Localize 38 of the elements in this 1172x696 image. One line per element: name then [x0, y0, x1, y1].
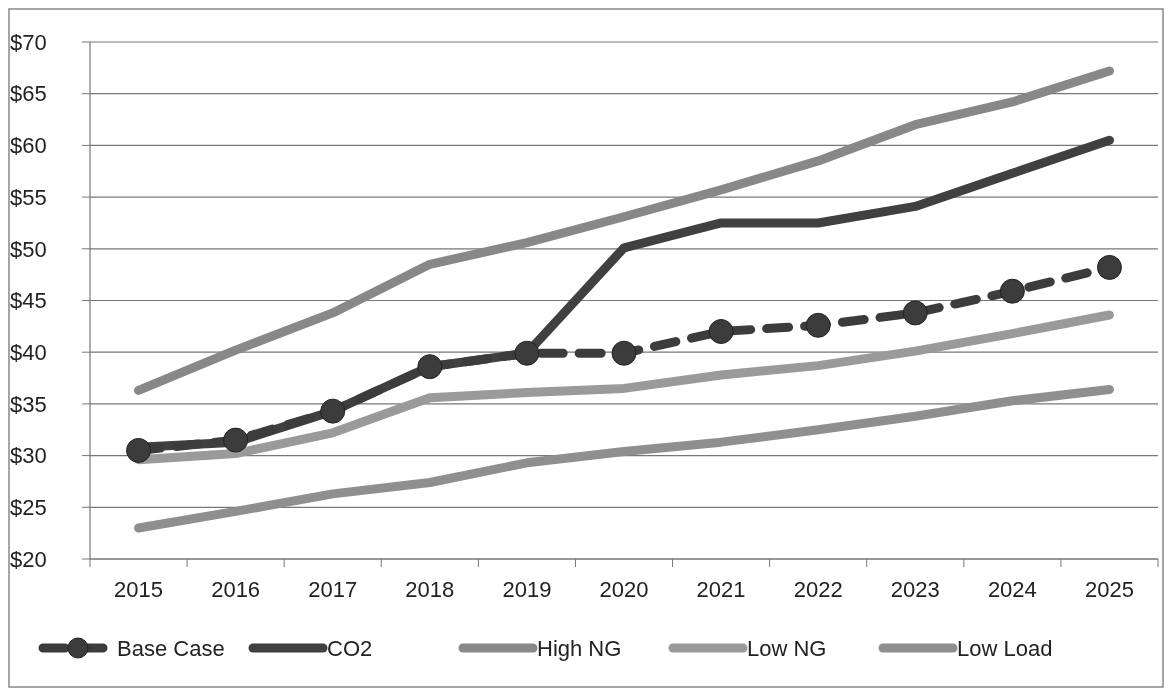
y-tick-label: $45 [10, 288, 47, 314]
y-tick-label: $25 [10, 495, 47, 520]
legend-label: Low Load [957, 635, 1053, 661]
y-tick-label: $30 [10, 443, 47, 469]
point [1096, 254, 1122, 280]
x-tick-label: 2019 [502, 577, 552, 602]
y-tick-label: $70 [10, 29, 47, 55]
point [320, 398, 346, 424]
legend-label: High NG [537, 635, 622, 661]
y-tick-label: $50 [10, 236, 47, 262]
x-tick-label: 2015 [114, 577, 164, 602]
legend-label: Low NG [747, 635, 827, 661]
x-tick-label: 2016 [211, 577, 261, 602]
point [708, 319, 734, 345]
y-tick-label: $60 [10, 133, 47, 159]
point [223, 427, 249, 453]
y-tick-label: $55 [10, 184, 47, 210]
x-tick-label: 2017 [308, 577, 358, 602]
y-tick-label: $40 [10, 339, 47, 365]
y-tick-label: $20 [10, 546, 47, 572]
point [417, 354, 443, 380]
x-tick-label: 2024 [987, 577, 1037, 602]
point [999, 278, 1025, 304]
x-tick-label: 2022 [793, 577, 843, 602]
x-tick-label: 2025 [1084, 577, 1134, 602]
x-tick-label: 2021 [696, 577, 746, 602]
legend-label: Base Case [117, 635, 225, 661]
y-tick-label: $35 [10, 391, 47, 417]
x-tick-label: 2018 [405, 577, 455, 602]
x-tick-label: 2023 [890, 577, 940, 602]
x-tick-label: 2020 [599, 577, 649, 602]
point [611, 340, 637, 366]
point [805, 312, 831, 338]
point [902, 300, 928, 326]
legend-label: CO2 [327, 635, 373, 661]
point [514, 340, 540, 366]
y-tick-label: $65 [10, 81, 47, 107]
point [126, 437, 152, 463]
